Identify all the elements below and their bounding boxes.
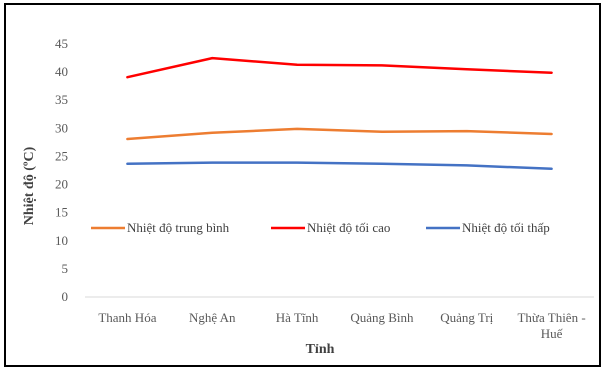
y-tick-label: 5 [62, 261, 69, 276]
series-line-1 [126, 127, 553, 141]
legend-label: Nhiệt độ tối cao [307, 220, 390, 235]
legend: Nhiệt độ trung bình Nhiệt độ tối cao Nhiệt… [91, 220, 550, 235]
y-tick-label: 20 [55, 177, 68, 192]
x-tick-label: Quảng Bình [350, 310, 414, 325]
legend-label: Nhiệt độ trung bình [127, 220, 230, 235]
y-axis-ticks: 0 5 10 15 20 25 30 35 40 45 [55, 36, 68, 304]
x-axis-title: Tỉnh [306, 342, 335, 357]
x-axis-ticks: Thanh Hóa Nghệ An Hà Tĩnh Quảng Bình Quảng T… [98, 310, 585, 341]
x-tick-label: Nghệ An [189, 310, 236, 325]
y-tick-label: 30 [55, 120, 68, 135]
y-axis-title: Nhiệt độ (ºC) [22, 146, 37, 225]
series-line-2 [126, 56, 553, 79]
x-tick-label: Thừa Thiên -Huế [517, 310, 585, 341]
y-tick-label: 35 [55, 92, 68, 107]
x-tick-label: Quảng Trị [440, 310, 493, 325]
x-tick-label: Thanh Hóa [98, 310, 156, 325]
y-tick-label: 0 [62, 289, 69, 304]
y-tick-label: 25 [55, 148, 68, 163]
y-tick-label: 15 [55, 205, 68, 220]
y-tick-label: 45 [55, 36, 68, 51]
y-tick-label: 10 [55, 233, 68, 248]
x-tick-label: Hà Tĩnh [276, 310, 319, 325]
series-lines [126, 56, 553, 171]
legend-label: Nhiệt độ tối thấp [462, 220, 550, 235]
y-tick-label: 40 [55, 64, 68, 79]
series-line-3 [126, 161, 553, 171]
